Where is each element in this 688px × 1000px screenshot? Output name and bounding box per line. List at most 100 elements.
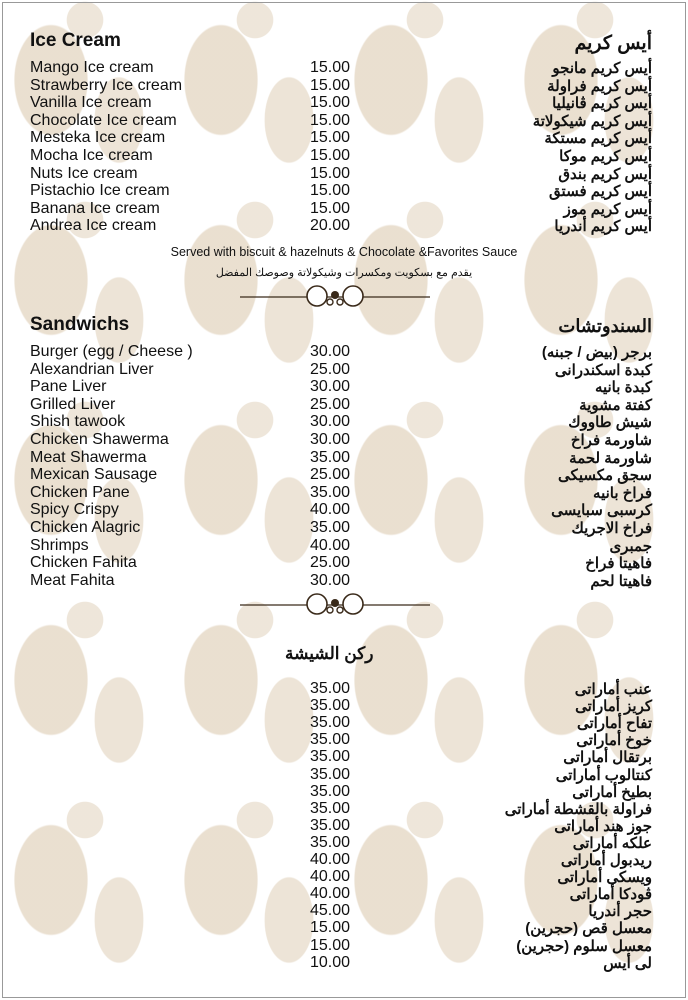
item-name-ar: شاورمة لحمة: [569, 449, 652, 467]
item-price: 45.00: [310, 902, 351, 920]
item-name-ar: برتقال أماراتى: [563, 749, 652, 767]
item-price: 25.00: [310, 554, 351, 572]
item-name-ar: معسل قص (حجرين): [525, 920, 652, 938]
item-name-ar: كبدة اسكندرانى: [554, 361, 652, 379]
item-name: Chicken Fahita: [30, 554, 137, 572]
item-name-ar: أيس كريم بندق: [558, 165, 652, 183]
item-name-ar: سجق مكسيكى: [558, 467, 652, 485]
item-price: 35.00: [310, 782, 351, 800]
sandwiches-title-ar: السندوتشات: [558, 316, 652, 336]
item-price: 15.00: [310, 59, 351, 76]
item-price: 35.00: [310, 765, 351, 783]
served-with-note: Served with biscuit & hazelnuts & Chocol…: [170, 245, 518, 259]
item-name-ar: ريدبول أماراتى: [560, 852, 652, 869]
item-name-ar: فراخ الاجريك: [571, 520, 652, 537]
item-price: 35.00: [310, 816, 351, 834]
item-price: 35.00: [310, 448, 351, 466]
item-name-ar: أيس كريم مستكة: [544, 130, 652, 148]
item-name: Shrimps: [30, 536, 89, 554]
item-name: Andrea Ice cream: [30, 217, 157, 235]
item-name: Mango Ice cream: [30, 59, 154, 76]
item-name: Meat Shawerma: [30, 448, 147, 466]
item-name-ar: أيس كريم فستق: [549, 183, 652, 201]
shisha-title-ar: ركن الشيشة: [285, 644, 374, 663]
item-price: 40.00: [310, 851, 351, 868]
ornament-divider: [240, 285, 430, 307]
item-name: Banana Ice cream: [30, 199, 160, 217]
item-name-ar: فاهيتا لحم: [590, 572, 652, 590]
ornament-divider: [240, 593, 430, 615]
item-price: 15.00: [310, 919, 351, 937]
item-name: Chocolate Ice cream: [30, 111, 177, 129]
item-price: 30.00: [310, 571, 351, 589]
item-name-ar: عنب أماراتى: [574, 681, 652, 698]
item-price: 15.00: [310, 182, 351, 200]
item-price: 15.00: [310, 76, 351, 94]
item-name-ar: ويسكى أماراتى: [557, 869, 652, 887]
item-name: Pane Liver: [30, 378, 107, 396]
item-price: 35.00: [310, 680, 351, 697]
item-name-ar: معسل سلوم (حجرين): [516, 937, 652, 955]
item-price: 40.00: [310, 501, 351, 519]
item-name-ar: ڤودكا أماراتى: [569, 886, 652, 904]
item-name: Chicken Shawerma: [30, 431, 169, 448]
item-name-ar: أيس كريم موز: [563, 200, 652, 218]
item-name-ar: أيس كريم موكا: [559, 148, 652, 165]
served-with-note-ar: يقدم مع بسكويت ومكسرات وشيكولاتة وصوصك ا…: [215, 267, 473, 279]
item-price: 35.00: [310, 483, 351, 501]
item-name-ar: لى أيس: [603, 954, 652, 972]
item-price: 15.00: [310, 199, 351, 217]
item-name-ar: كفتة مشوية: [579, 396, 652, 414]
item-name-ar: أيس كريم فراولة: [547, 77, 652, 95]
item-price: 25.00: [310, 360, 351, 378]
item-name: Alexandrian Liver: [30, 360, 154, 378]
item-name-ar: جوز هند أماراتى: [554, 817, 652, 835]
item-name: Chicken Pane: [30, 483, 130, 501]
ice-cream-title: Ice Cream: [30, 30, 121, 51]
item-price: 30.00: [310, 378, 351, 396]
item-price: 35.00: [310, 748, 351, 766]
item-price: 40.00: [310, 868, 351, 886]
item-name: Mesteka Ice cream: [30, 129, 166, 147]
item-name-ar: أيس كريم أندريا: [554, 218, 652, 236]
item-price: 40.00: [310, 536, 351, 554]
item-price: 35.00: [310, 697, 351, 715]
item-price: 35.00: [310, 519, 351, 536]
item-name: Meat Fahita: [30, 571, 115, 589]
item-price: 15.00: [310, 936, 351, 954]
item-name-ar: كبدة بانيه: [594, 379, 652, 397]
item-price: 15.00: [310, 147, 351, 164]
item-name-ar: بطيخ أماراتى: [572, 783, 652, 801]
item-name-ar: فاهيتا فراخ: [585, 555, 652, 573]
item-name-ar: علكه أماراتى: [572, 834, 652, 852]
item-name-ar: شيش طاووك: [568, 414, 652, 432]
item-price: 35.00: [310, 731, 351, 749]
item-price: 25.00: [310, 466, 351, 484]
item-name: Mocha Ice cream: [30, 147, 153, 164]
ice-cream-title-ar: أيس كريم: [574, 33, 652, 54]
item-price: 30.00: [310, 343, 351, 360]
item-price: 10.00: [310, 953, 351, 971]
sandwiches-title: Sandwichs: [30, 314, 130, 335]
item-name-ar: خوخ أماراتى: [576, 732, 652, 750]
item-price: 25.00: [310, 395, 351, 413]
item-price: 15.00: [310, 94, 351, 112]
item-price: 15.00: [310, 164, 351, 182]
item-price: 40.00: [310, 885, 351, 903]
item-name: Grilled Liver: [30, 395, 116, 413]
item-price: 35.00: [310, 833, 351, 851]
item-name-ar: أيس كريم ڤانيليا: [552, 95, 652, 113]
item-price: 30.00: [310, 431, 351, 448]
item-name-ar: شاورمة فراخ: [570, 432, 652, 449]
item-name: Chicken Alagric: [30, 519, 141, 536]
item-name-ar: حجر أندريا: [588, 903, 652, 921]
item-price: 35.00: [310, 799, 351, 817]
item-name-ar: جمبرى: [609, 537, 653, 555]
item-name: Nuts Ice cream: [30, 164, 138, 182]
item-name-ar: فراخ بانيه: [593, 484, 652, 502]
item-name: Strawberry Ice cream: [30, 76, 183, 94]
item-name-ar: كريز أماراتى: [575, 698, 652, 716]
item-name-ar: أيس كريم شيكولاتة: [532, 112, 652, 130]
